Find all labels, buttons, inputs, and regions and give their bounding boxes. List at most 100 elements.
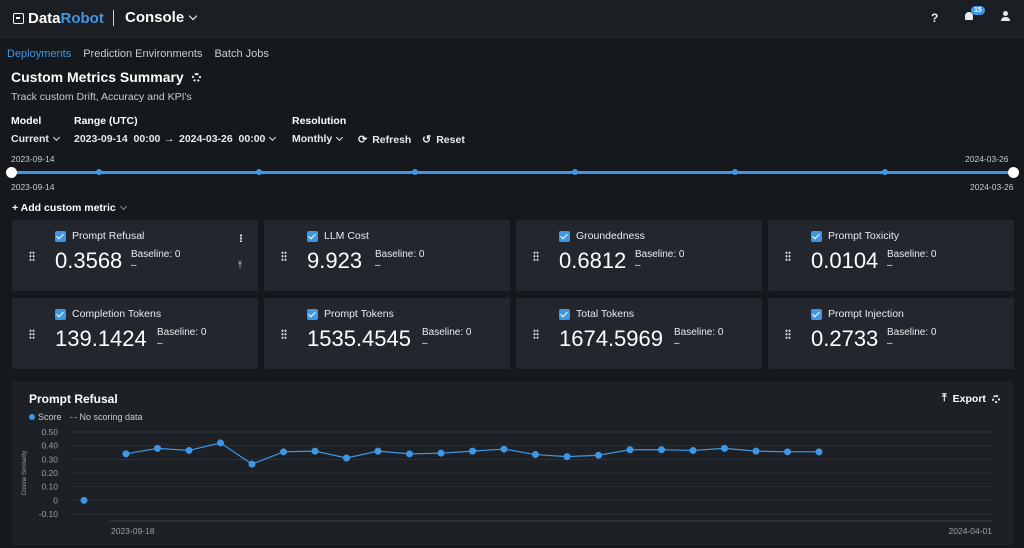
resolution-select[interactable]: Monthly: [292, 133, 344, 145]
datarobot-logo[interactable]: DataRobot: [13, 10, 104, 27]
score-point: [595, 451, 602, 459]
drag-handle-icon[interactable]: [29, 329, 35, 339]
range-label: Range (UTC): [74, 115, 138, 127]
tab-prediction-environments[interactable]: Prediction Environments: [83, 48, 203, 60]
score-point: [280, 448, 287, 456]
page-subtitle: Track custom Drift, Accuracy and KPI's: [11, 91, 192, 103]
slider-start-date-bottom: 2023-09-14: [11, 182, 55, 192]
logo-robot-text: Robot: [60, 10, 104, 27]
y-axis-label: Cosine Similarity: [22, 451, 28, 496]
metric-checkbox[interactable]: [307, 309, 318, 320]
notifications-bell-icon[interactable]: 15: [964, 6, 985, 21]
user-profile-icon[interactable]: [1000, 11, 1010, 21]
help-icon[interactable]: ?: [931, 11, 939, 25]
metric-card[interactable]: Total Tokens 1674.5969 Baseline: 0–: [516, 298, 762, 369]
slider-tick: [96, 169, 102, 175]
chart-settings-gear-icon[interactable]: [991, 394, 1000, 403]
date-range-slider-track[interactable]: [11, 171, 1014, 174]
reset-label: Reset: [436, 133, 465, 146]
metric-checkbox[interactable]: [55, 231, 66, 242]
reset-button[interactable]: ↺ Reset: [422, 133, 465, 147]
metric-card[interactable]: Groundedness 0.6812 Baseline: 0–: [516, 220, 762, 291]
export-button[interactable]: ⤒ Export: [942, 392, 1000, 405]
metric-baseline-delta: –: [375, 260, 381, 271]
y-tick-label: 0.50: [41, 427, 58, 437]
metric-card[interactable]: LLM Cost 9.923 Baseline: 0–: [264, 220, 510, 291]
metric-card[interactable]: Prompt Tokens 1535.4545 Baseline: 0–: [264, 298, 510, 369]
score-point: [784, 448, 791, 456]
metric-baseline-delta: –: [131, 260, 137, 271]
drag-handle-icon[interactable]: [281, 251, 287, 261]
baseline-point: [80, 496, 88, 504]
tab-deployments[interactable]: Deployments: [7, 48, 72, 60]
metric-card[interactable]: Prompt Toxicity 0.0104 Baseline: 0–: [768, 220, 1014, 291]
drag-handle-icon[interactable]: [281, 329, 287, 339]
drag-handle-icon[interactable]: [533, 251, 539, 261]
slider-end-date-top: 2024-03-26: [965, 154, 1009, 164]
model-select-value: Current: [11, 133, 49, 145]
metric-baseline: Baseline: 0: [635, 249, 685, 260]
slider-tick: [572, 169, 578, 175]
metric-checkbox[interactable]: [55, 309, 66, 320]
metric-name: Completion Tokens: [72, 308, 162, 320]
chevron-down-icon: [52, 133, 60, 142]
score-point: [626, 446, 634, 454]
metric-baseline-delta: –: [157, 338, 163, 349]
drag-handle-icon[interactable]: [533, 329, 539, 339]
drag-handle-icon[interactable]: [785, 251, 791, 261]
chart-panel: Prompt Refusal ⤒ Export Score No scoring…: [12, 381, 1014, 545]
slider-tick: [882, 169, 888, 175]
score-point: [122, 450, 130, 458]
score-point: [374, 447, 382, 455]
export-icon: ⤒: [942, 392, 947, 404]
metric-checkbox[interactable]: [811, 231, 822, 242]
upload-icon[interactable]: ⤒: [238, 260, 242, 270]
score-point: [217, 439, 224, 447]
settings-gear-icon[interactable]: [191, 72, 201, 82]
slider-tick: [412, 169, 418, 175]
metric-baseline: Baseline: 0: [887, 327, 937, 338]
metric-baseline: Baseline: 0: [131, 249, 181, 260]
console-label: Console: [125, 9, 185, 26]
score-point: [752, 447, 760, 455]
page-title-text: Custom Metrics Summary: [11, 69, 184, 85]
metric-value: 9.923: [307, 248, 363, 273]
chart-title: Prompt Refusal: [29, 392, 118, 406]
metric-checkbox[interactable]: [559, 309, 570, 320]
slider-start-handle[interactable]: [6, 167, 17, 178]
x-tick-label: 2023-09-18: [111, 526, 155, 536]
more-options-icon[interactable]: [240, 234, 242, 242]
refresh-button[interactable]: ⟳ Refresh: [358, 133, 411, 147]
x-tick-label: 2024-04-01: [949, 526, 993, 536]
export-label: Export: [952, 392, 986, 405]
metric-value: 1674.5969: [559, 326, 663, 351]
range-end-picker[interactable]: 2024-03-26 00:00: [179, 133, 277, 145]
metric-name: LLM Cost: [324, 230, 369, 242]
notification-count-badge: 15: [971, 6, 985, 15]
metric-checkbox[interactable]: [307, 231, 318, 242]
drag-handle-icon[interactable]: [785, 329, 791, 339]
drag-handle-icon[interactable]: [29, 251, 35, 261]
score-point: [406, 450, 413, 458]
score-point: [815, 448, 823, 456]
metric-baseline: Baseline: 0: [157, 327, 207, 338]
slider-end-handle[interactable]: [1008, 167, 1019, 178]
metric-baseline-delta: –: [422, 338, 428, 349]
metric-name: Groundedness: [576, 230, 645, 242]
score-point: [311, 447, 319, 455]
model-select[interactable]: Current: [11, 133, 60, 145]
metric-card[interactable]: Prompt Refusal 0.3568 Baseline: 0– ⤒: [12, 220, 258, 291]
score-point: [658, 446, 665, 454]
chevron-down-icon: [119, 202, 127, 211]
add-custom-metric-button[interactable]: + Add custom metric: [12, 202, 127, 214]
metric-checkbox[interactable]: [811, 309, 822, 320]
chevron-down-icon: [336, 133, 344, 142]
metric-card[interactable]: Completion Tokens 139.1424 Baseline: 0–: [12, 298, 258, 369]
console-app-switcher[interactable]: Console: [125, 9, 198, 26]
tab-batch-jobs[interactable]: Batch Jobs: [214, 48, 269, 60]
range-start-picker[interactable]: 2023-09-14 00:00: [74, 133, 160, 145]
metric-card[interactable]: Prompt Injection 0.2733 Baseline: 0–: [768, 298, 1014, 369]
score-point: [248, 460, 256, 468]
line-chart[interactable]: 0.50 0.40 0.30 0.20 0.10 0 -0.10 Cosine Similar…: [12, 381, 1014, 545]
metric-checkbox[interactable]: [559, 231, 570, 242]
